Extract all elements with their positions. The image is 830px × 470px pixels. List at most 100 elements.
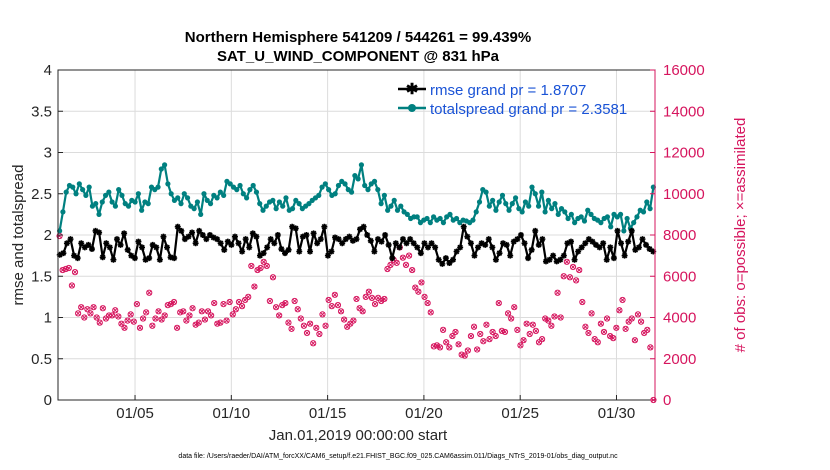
rmse-point [532, 227, 539, 234]
obs-count-point [226, 298, 233, 306]
obs-count-point [545, 317, 552, 324]
totalspread-point [427, 220, 433, 226]
rmse-point [196, 227, 203, 234]
totalspread-point [503, 201, 509, 207]
rmse-point [525, 255, 532, 262]
rmse-point [378, 238, 385, 245]
obs-assimilated-marker [425, 300, 431, 306]
totalspread-point [116, 187, 122, 193]
obs-assimilated-marker [304, 330, 310, 336]
obs-count-point [109, 312, 116, 319]
totalspread-point [289, 206, 296, 212]
rmse-point [635, 244, 642, 251]
totalspread-point [578, 214, 584, 220]
obs-count-point [158, 316, 165, 323]
totalspread-point [175, 195, 181, 201]
x-tick-label: 01/15 [309, 405, 347, 422]
obs-possible-marker [139, 315, 147, 322]
obs-possible-marker [399, 254, 406, 261]
totalspread-point [624, 215, 630, 222]
obs-assimilated-marker [211, 300, 217, 306]
totalspread-point [227, 181, 233, 187]
totalspread-point [168, 191, 174, 197]
x-tick-label: 01/30 [598, 405, 636, 422]
obs-assimilated-marker [638, 319, 644, 325]
obs-possible-marker [483, 321, 490, 328]
obs-count-point [449, 332, 456, 340]
obs-possible-marker [378, 297, 385, 305]
totalspread-point [516, 206, 522, 212]
y-right-tick-label: 10000 [663, 186, 705, 203]
obs-count-point [486, 336, 493, 343]
obs-count-point [511, 304, 518, 311]
obs-possible-marker [563, 258, 570, 265]
totalspread-point [253, 189, 260, 195]
obs-count-point [526, 330, 533, 338]
obs-count-point [155, 308, 162, 315]
obs-assimilated-marker [208, 312, 214, 318]
totalspread-point [109, 199, 115, 205]
obs-assimilated-marker [121, 325, 128, 331]
obs-assimilated-marker [632, 337, 638, 343]
obs-assimilated-marker [78, 304, 84, 310]
obs-possible-marker [588, 310, 595, 317]
obs-possible-marker [195, 319, 202, 326]
totalspread-point [388, 203, 394, 209]
obs-count-point [341, 316, 348, 323]
obs-assimilated-marker [486, 336, 493, 342]
totalspread-point [555, 211, 561, 217]
obs-possible-marker [634, 311, 642, 318]
obs-count-point [319, 311, 326, 318]
obs-assimilated-marker [471, 324, 477, 330]
obs-possible-marker [331, 291, 338, 298]
obs-assimilated-marker [363, 294, 369, 300]
obs-possible-marker [322, 322, 329, 329]
rmse-point [364, 232, 371, 238]
obs-possible-marker [637, 318, 645, 325]
rmse-point [428, 240, 435, 247]
obs-count-point [597, 320, 604, 327]
obs-possible-marker [158, 316, 165, 323]
rmse-point [214, 236, 221, 243]
obs-count-point [136, 324, 144, 331]
obs-count-point [542, 315, 549, 322]
obs-possible-marker [102, 315, 110, 322]
obs-assimilated-marker [539, 336, 545, 342]
obs-count-point [622, 325, 629, 332]
rmse-point [92, 227, 99, 234]
obs-count-point [307, 320, 314, 327]
obs-count-point [412, 284, 419, 291]
y-right-tick-label: 12000 [663, 145, 705, 162]
rmse-point [60, 250, 67, 257]
rmse-point [542, 258, 549, 265]
obs-count-point [384, 265, 391, 273]
obs-assimilated-marker [149, 323, 155, 329]
rmse-point [274, 232, 281, 238]
obs-count-point [427, 309, 434, 316]
rmse-point [521, 240, 528, 247]
obs-count-point [446, 344, 453, 351]
rmse-point [628, 227, 635, 234]
obs-count-point [402, 261, 410, 269]
obs-assimilated-marker [449, 333, 455, 339]
rmse-point [228, 241, 235, 248]
rmse-point [507, 252, 514, 259]
rmse-point [206, 232, 213, 238]
obs-count-point [297, 315, 304, 322]
rmse-point [517, 232, 524, 238]
obs-assimilated-marker [619, 297, 626, 303]
rmse-point [421, 240, 428, 247]
rmse-point [410, 240, 417, 247]
obs-possible-marker [569, 263, 577, 271]
totalspread-point [102, 192, 109, 198]
obs-assimilated-marker [307, 321, 313, 327]
rmse-point [625, 238, 632, 245]
obs-possible-marker [427, 309, 434, 316]
rmse-point [585, 236, 592, 243]
totalspread-point [83, 192, 89, 198]
obs-possible-marker [334, 302, 342, 309]
obs-possible-marker [591, 336, 598, 343]
legend-rmse-label: rmse grand pr = 1.8707 [430, 82, 586, 99]
rmse-point [63, 240, 70, 247]
obs-possible-marker [303, 329, 311, 337]
